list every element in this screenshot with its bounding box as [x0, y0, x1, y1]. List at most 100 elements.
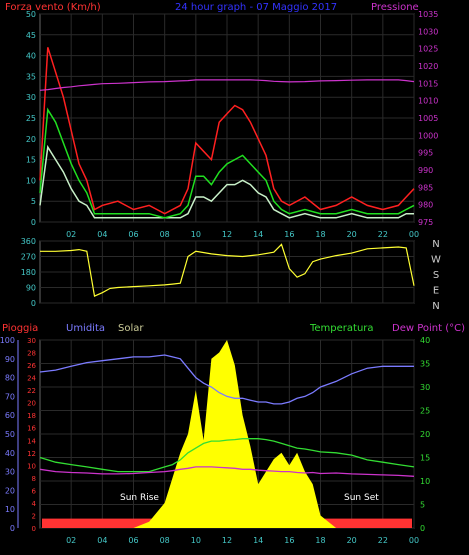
wind-avg-line: [39, 107, 415, 219]
wind-speed-line: [39, 144, 414, 219]
humidity-tick-label: 20: [5, 486, 15, 495]
humidity-tick-label: 80: [5, 374, 15, 383]
pressure-tick-label: 1025: [418, 45, 438, 54]
compass-label: N: [432, 239, 439, 250]
rain-axis-title: Pioggia: [2, 323, 38, 334]
rain-tick-label: 20: [27, 400, 36, 408]
humidity-axis-title: Umidita: [66, 323, 105, 334]
x-tick-label: 22: [378, 536, 388, 545]
temperature-tick-label: 25: [420, 407, 430, 416]
humidity-tick-label: 70: [5, 392, 15, 401]
x-tick-label: 16: [284, 536, 294, 545]
pressure-tick-label: 1005: [418, 114, 438, 123]
rain-tick-label: 10: [27, 462, 36, 470]
rain-tick-label: 26: [27, 362, 36, 370]
direction-tick-label: 90: [26, 284, 36, 293]
humidity-tick-label: 90: [5, 355, 15, 364]
x-tick-label: 12: [222, 230, 232, 239]
pressure-tick-label: 990: [418, 166, 433, 175]
rain-tick-label: 30: [27, 337, 36, 345]
rain-tick-label: 0: [32, 525, 36, 533]
humidity-line: [39, 354, 414, 405]
x-tick-label: 14: [253, 230, 263, 239]
x-tick-label: 16: [284, 230, 294, 239]
temperature-tick-label: 0: [420, 524, 425, 533]
x-tick-label: 04: [97, 230, 107, 239]
wind-tick-label: 40: [26, 52, 36, 61]
temperature-axis-title: Temperatura: [309, 323, 374, 334]
wind-tick-label: 35: [26, 72, 36, 81]
wind-tick-label: 10: [26, 176, 36, 185]
pressure-tick-label: 975: [418, 218, 433, 227]
chart-title: 24 hour graph - 07 Maggio 2017: [175, 2, 337, 13]
humidity-tick-label: 60: [5, 411, 15, 420]
rain-tick-label: 24: [27, 375, 36, 383]
humidity-tick-label: 100: [0, 336, 15, 345]
pressure-tick-label: 985: [418, 183, 433, 192]
wind-direction-line: [40, 243, 415, 297]
x-tick-label: 10: [191, 536, 201, 545]
rain-tick-label: 28: [27, 350, 36, 358]
compass-label: W: [431, 255, 441, 266]
x-tick-label: 20: [347, 536, 357, 545]
wind-tick-label: 20: [26, 135, 36, 144]
direction-tick-label: 0: [31, 299, 36, 308]
wind-tick-label: 25: [26, 114, 36, 123]
x-tick-label: 12: [222, 536, 232, 545]
pressure-tick-label: 1000: [418, 131, 438, 140]
x-tick-label: 08: [160, 536, 170, 545]
x-tick-label: 22: [378, 230, 388, 239]
sunset-annotation: Sun Set: [344, 493, 379, 503]
x-tick-label: 02: [66, 230, 76, 239]
wind-tick-label: 45: [26, 31, 36, 40]
pressure-tick-label: 1010: [418, 97, 438, 106]
sunrise-annotation: Sun Rise: [120, 493, 159, 503]
humidity-tick-label: 40: [5, 449, 15, 458]
x-tick-label: 06: [128, 230, 138, 239]
rain-tick-label: 12: [27, 450, 36, 458]
x-tick-label: 08: [160, 230, 170, 239]
x-tick-label: 00: [409, 230, 419, 239]
wind-gust-line: [39, 47, 415, 215]
dewpoint-axis-title: Dew Point (°C): [392, 323, 465, 334]
wind-tick-label: 0: [31, 218, 36, 227]
temperature-tick-label: 20: [420, 430, 430, 439]
direction-tick-label: 270: [21, 253, 36, 262]
temperature-tick-label: 30: [420, 383, 430, 392]
x-tick-label: 00: [409, 536, 419, 545]
pressure-tick-label: 1015: [418, 79, 438, 88]
temperature-line: [39, 438, 415, 473]
dewpoint-line: [39, 466, 415, 477]
rain-tick-label: 18: [27, 412, 36, 420]
rain-tick-label: 2: [32, 512, 36, 520]
x-tick-label: 14: [253, 536, 263, 545]
direction-tick-label: 180: [21, 268, 36, 277]
temperature-tick-label: 15: [420, 454, 430, 463]
temperature-tick-label: 40: [420, 336, 430, 345]
x-tick-label: 18: [315, 230, 325, 239]
pressure-axis-title: Pressione: [371, 2, 419, 13]
x-tick-label: 20: [347, 230, 357, 239]
temperature-tick-label: 10: [420, 477, 430, 486]
direction-tick-label: 360: [21, 237, 36, 246]
x-tick-label: 02: [66, 536, 76, 545]
pressure-tick-label: 1020: [418, 62, 438, 71]
rain-tick-label: 8: [32, 475, 36, 483]
wind-tick-label: 30: [26, 93, 36, 102]
solar-area: [40, 340, 414, 528]
rain-tick-label: 4: [32, 500, 37, 508]
wind-tick-label: 50: [26, 10, 36, 19]
x-tick-label: 04: [97, 536, 107, 545]
humidity-tick-label: 30: [5, 468, 15, 477]
temperature-tick-label: 5: [420, 501, 425, 510]
compass-label: S: [433, 270, 439, 281]
pressure-tick-label: 1035: [418, 10, 438, 19]
rain-tick-label: 22: [27, 387, 36, 395]
humidity-tick-label: 50: [5, 430, 15, 439]
humidity-tick-label: 10: [5, 505, 15, 514]
wind-tick-label: 5: [31, 197, 36, 206]
x-tick-label: 06: [128, 536, 138, 545]
